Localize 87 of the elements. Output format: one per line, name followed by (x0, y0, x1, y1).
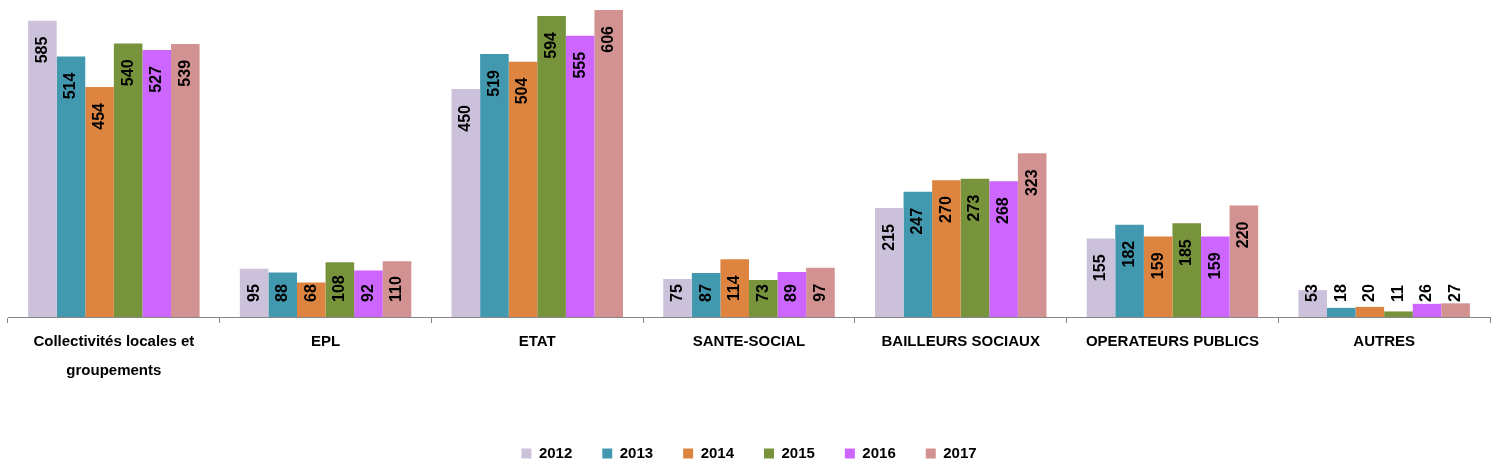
bar (451, 89, 481, 317)
x-tick-label: AUTRES (1353, 331, 1415, 349)
data-label: 270 (936, 196, 954, 223)
bar (171, 43, 200, 317)
bar (749, 280, 778, 317)
data-label: 323 (1022, 169, 1040, 197)
legend-label: 2013 (619, 443, 654, 461)
legend-label: 2014 (700, 443, 735, 461)
bar (932, 180, 961, 317)
bar (989, 181, 1018, 317)
bar (1412, 303, 1442, 317)
x-tick-label: Collectivités locales et groupements (33, 331, 195, 379)
bar (874, 208, 904, 317)
data-label: 594 (541, 31, 559, 59)
bar (1441, 303, 1470, 317)
data-label: 95 (244, 284, 262, 302)
data-label: 110 (387, 276, 405, 302)
data-label: 27 (1446, 284, 1463, 302)
data-label: 155 (1091, 254, 1109, 282)
bar (142, 50, 172, 317)
data-label: 159 (1148, 252, 1166, 280)
bar (28, 20, 57, 317)
data-label: 114 (725, 275, 743, 302)
data-label: 273 (965, 194, 983, 222)
data-label: 97 (810, 283, 828, 302)
data-label: 88 (273, 284, 291, 302)
data-label: 20 (1360, 284, 1378, 302)
data-label: 504 (513, 77, 531, 105)
legend-label: 2015 (781, 443, 815, 461)
bar (537, 16, 566, 317)
data-label: 215 (879, 223, 897, 251)
bar (56, 56, 86, 317)
data-label: 450 (456, 104, 474, 132)
data-label: 185 (1177, 239, 1195, 266)
bar (1115, 224, 1144, 317)
bar (1229, 205, 1259, 317)
data-label: 606 (599, 25, 617, 53)
x-tick-label: EPL (310, 331, 341, 349)
data-label: 75 (667, 284, 685, 302)
data-label: 11 (1388, 284, 1406, 302)
bar (1201, 236, 1230, 317)
x-tick-label: ETAT (518, 331, 556, 349)
legend-label: 2016 (862, 443, 896, 461)
bar (960, 178, 990, 317)
bar (806, 267, 835, 317)
bar (1326, 307, 1356, 317)
data-label: 182 (1119, 240, 1137, 268)
data-label: 247 (908, 207, 926, 235)
data-label: 514 (61, 72, 79, 100)
data-label: 220 (1234, 221, 1252, 249)
data-label: 585 (32, 36, 50, 64)
data-label: 18 (1331, 284, 1349, 302)
data-label: 519 (484, 69, 502, 97)
bar (720, 259, 749, 317)
data-label: 73 (753, 284, 771, 302)
bar (903, 191, 933, 317)
data-label: 26 (1417, 284, 1435, 302)
x-tick-label: OPERATEURS PUBLICS (1085, 331, 1259, 349)
data-label: 539 (175, 59, 193, 87)
data-label: 53 (1303, 284, 1321, 302)
x-tick-label: SANTE-SOCIAL (692, 331, 806, 349)
bar (1017, 153, 1047, 317)
x-tick-label: BAILLEURS SOCIAUX (881, 331, 1040, 349)
bar (354, 270, 383, 317)
bar (1384, 311, 1413, 317)
data-label: 527 (147, 65, 165, 93)
data-label: 108 (330, 275, 348, 302)
data-label: 68 (301, 284, 319, 302)
data-label: 89 (782, 284, 800, 302)
bar (663, 279, 692, 317)
bar (1172, 223, 1202, 317)
bar (594, 10, 624, 317)
data-label: 159 (1205, 252, 1223, 280)
bar (480, 54, 509, 317)
data-label: 540 (118, 59, 136, 87)
data-label: 268 (993, 197, 1011, 224)
bar (85, 87, 114, 317)
legend-label: 2012 (538, 443, 573, 461)
data-label: 555 (570, 51, 588, 79)
bar (113, 43, 143, 317)
bar (508, 61, 538, 317)
data-label: 87 (696, 284, 714, 302)
bar (1355, 306, 1385, 317)
data-label: 92 (358, 284, 376, 302)
legend-label: 2017 (943, 443, 977, 461)
bar (565, 35, 595, 317)
data-label: 454 (89, 102, 107, 130)
